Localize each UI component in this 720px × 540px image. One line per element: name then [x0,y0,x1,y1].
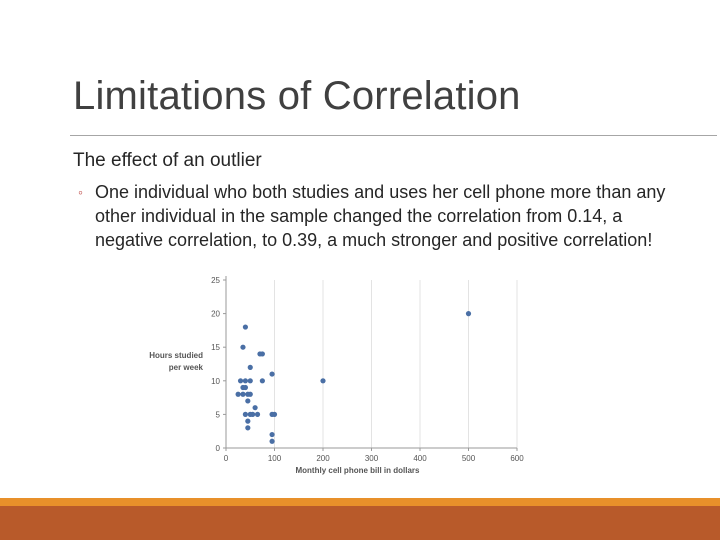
slide-title: Limitations of Correlation [73,74,521,118]
y-tick-label: 20 [211,310,220,319]
x-tick-label: 500 [462,454,476,463]
data-point [250,411,256,417]
data-point [242,411,248,417]
x-tick-label: 200 [316,454,330,463]
y-tick-label: 5 [216,410,221,419]
x-tick-label: 0 [224,454,229,463]
x-tick-label: 400 [413,454,427,463]
data-point [269,438,275,444]
data-point [269,371,275,377]
data-point [252,405,258,411]
data-point [245,398,251,404]
data-point [237,378,244,384]
data-point [240,344,246,350]
data-point [247,364,253,370]
x-tick-label: 100 [268,454,282,463]
scatter-plot-svg: 0 5 10 15 20 25 0 100 200 300 400 500 600 Monthly cel… [149,276,524,475]
y-tick-label: 0 [216,444,221,453]
data-point [254,411,261,417]
y-tick-label: 10 [211,377,220,386]
data-point [247,391,253,397]
data-point [245,425,251,431]
title-divider [70,135,717,136]
data-point [235,391,241,397]
data-point [242,324,248,330]
data-point [259,378,265,384]
y-axis-label: Hours studied [149,351,203,360]
x-tick-label: 300 [365,454,379,463]
data-point [240,391,246,397]
data-point [320,378,326,384]
slide-heading: The effect of an outlier [73,150,262,171]
data-point [269,431,275,438]
y-tick-label: 25 [211,276,220,285]
data-point [242,384,248,391]
x-tick-label: 600 [510,454,524,463]
bullet-item: ◦ One individual who both studies and us… [78,180,678,252]
y-axis-label: per week [169,363,204,372]
bullet-marker-icon: ◦ [78,184,83,200]
data-point [242,378,248,384]
data-point [271,411,278,417]
scatter-chart: 0 5 10 15 20 25 0 100 200 300 400 500 600 Monthly cel… [140,270,540,480]
footer-accent-stripe [0,498,720,506]
footer-band [0,498,720,540]
y-tick-label: 15 [211,343,220,352]
data-point [465,311,472,317]
bullet-text: One individual who both studies and uses… [95,182,666,250]
data-point [259,351,265,357]
data-point [245,418,251,424]
x-axis-label: Monthly cell phone bill in dollars [295,466,420,475]
data-point [247,378,253,384]
